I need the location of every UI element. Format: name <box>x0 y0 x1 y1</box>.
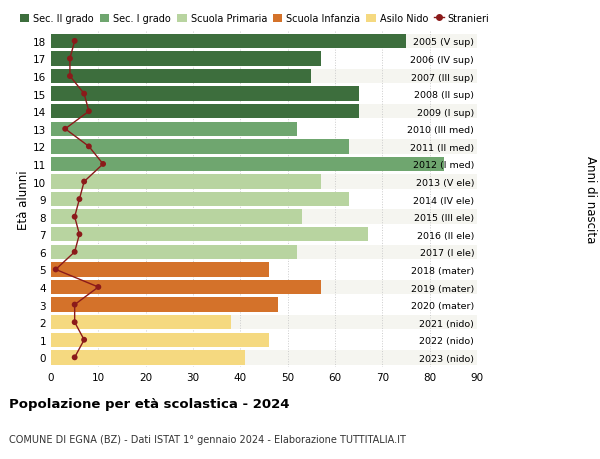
Bar <box>51 52 477 67</box>
Bar <box>51 192 349 207</box>
Point <box>70 319 79 326</box>
Bar <box>51 315 477 330</box>
Point <box>79 336 89 344</box>
Bar <box>51 70 477 84</box>
Bar <box>51 70 311 84</box>
Bar <box>51 333 477 347</box>
Point <box>74 196 84 203</box>
Bar <box>51 87 477 101</box>
Bar <box>51 122 477 137</box>
Bar <box>51 263 477 277</box>
Point <box>70 301 79 308</box>
Bar <box>51 140 349 154</box>
Point <box>70 354 79 361</box>
Bar <box>51 157 444 172</box>
Bar <box>51 315 231 330</box>
Bar <box>51 228 368 242</box>
Bar <box>51 105 477 119</box>
Y-axis label: Età alunni: Età alunni <box>17 170 30 230</box>
Point <box>98 161 108 168</box>
Point <box>70 249 79 256</box>
Point <box>70 213 79 221</box>
Point <box>70 38 79 45</box>
Bar <box>51 263 269 277</box>
Bar <box>51 122 297 137</box>
Bar <box>51 280 321 295</box>
Bar <box>51 210 477 224</box>
Point <box>84 143 94 151</box>
Bar <box>51 280 477 295</box>
Bar <box>51 192 477 207</box>
Legend: Sec. II grado, Sec. I grado, Scuola Primaria, Scuola Infanzia, Asilo Nido, Stran: Sec. II grado, Sec. I grado, Scuola Prim… <box>20 14 490 24</box>
Point <box>94 284 103 291</box>
Point <box>74 231 84 238</box>
Bar <box>51 87 359 101</box>
Bar <box>51 245 297 259</box>
Bar <box>51 105 359 119</box>
Bar <box>51 228 477 242</box>
Point <box>51 266 61 274</box>
Text: Anni di nascita: Anni di nascita <box>584 156 597 243</box>
Point <box>61 126 70 133</box>
Text: COMUNE DI EGNA (BZ) - Dati ISTAT 1° gennaio 2024 - Elaborazione TUTTITALIA.IT: COMUNE DI EGNA (BZ) - Dati ISTAT 1° genn… <box>9 434 406 444</box>
Bar <box>51 245 477 259</box>
Bar <box>51 175 321 189</box>
Bar <box>51 298 278 312</box>
Bar <box>51 175 477 189</box>
Point <box>65 73 75 80</box>
Bar <box>51 298 477 312</box>
Bar <box>51 34 406 49</box>
Bar <box>51 34 477 49</box>
Bar <box>51 210 302 224</box>
Point <box>79 91 89 98</box>
Bar <box>51 350 245 365</box>
Bar <box>51 350 477 365</box>
Point <box>65 56 75 63</box>
Bar <box>51 52 321 67</box>
Bar <box>51 333 269 347</box>
Bar <box>51 157 477 172</box>
Text: Popolazione per età scolastica - 2024: Popolazione per età scolastica - 2024 <box>9 397 290 410</box>
Bar <box>51 140 477 154</box>
Point <box>79 179 89 186</box>
Point <box>84 108 94 116</box>
